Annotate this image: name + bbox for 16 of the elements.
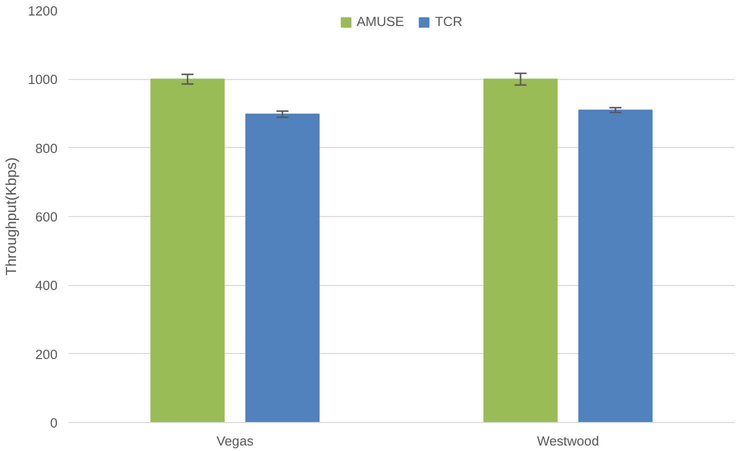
bar — [578, 110, 653, 422]
y-tick-label: 400 — [35, 278, 58, 294]
y-tick-label: 800 — [35, 140, 58, 156]
x-tick-label: Vegas — [216, 434, 254, 448]
y-tick-label: 1000 — [28, 72, 58, 88]
legend-label: TCR — [435, 14, 462, 29]
y-tick-label: 1200 — [28, 4, 58, 18]
bar — [150, 78, 225, 422]
y-tick-label: 200 — [35, 346, 58, 362]
legend-label: AMUSE — [356, 14, 404, 29]
bar — [483, 78, 558, 422]
bar — [245, 114, 320, 422]
y-tick-label: 600 — [35, 210, 58, 224]
y-tick-label: 0 — [50, 416, 58, 430]
x-tick-label: Westwood — [537, 434, 599, 448]
y-axis-title: Throughput(Kbps) — [4, 157, 20, 276]
